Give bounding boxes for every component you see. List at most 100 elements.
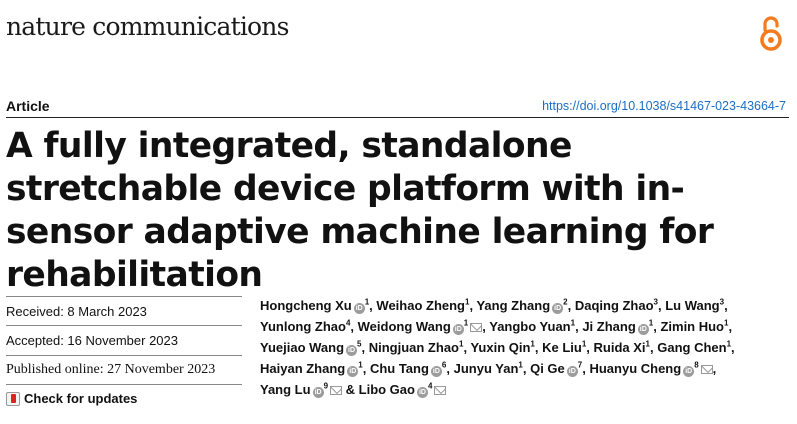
author-name[interactable]: Gang Chen1 — [657, 339, 732, 355]
orcid-icon[interactable]: iD — [353, 303, 365, 314]
check-for-updates-label: Check for updates — [24, 391, 138, 406]
author-name[interactable]: Ji Zhang iD1 — [582, 318, 654, 335]
author-name[interactable]: Huanyu Cheng iD8 — [589, 360, 713, 377]
check-for-updates-button[interactable]: Check for updates — [6, 391, 137, 406]
affiliation-number[interactable]: 1 — [518, 360, 523, 370]
received-date: Received: 8 March 2023 — [6, 304, 147, 319]
author-separator: , — [724, 298, 728, 313]
affiliation-number[interactable]: 1 — [645, 339, 650, 349]
email-icon[interactable] — [330, 386, 343, 395]
dates-divider — [6, 296, 242, 297]
author-name[interactable]: Weihao Zheng1 — [376, 297, 470, 313]
orcid-icon[interactable]: iD — [347, 366, 359, 377]
author-name[interactable]: Ruida Xi1 — [593, 339, 650, 355]
published-date: Published online: 27 November 2023 — [6, 362, 216, 377]
author-name[interactable]: Yuejiao Wang iD5 — [260, 339, 362, 356]
doi-link[interactable]: https://doi.org/10.1038/s41467-023-43664… — [542, 99, 786, 113]
affiliation-number[interactable]: 3 — [719, 297, 725, 307]
author-separator: , — [582, 361, 590, 376]
orcid-icon[interactable]: iD — [346, 345, 358, 356]
dates-divider — [6, 325, 242, 326]
orcid-icon[interactable]: iD — [566, 366, 578, 377]
author-name[interactable]: Qi Ge iD7 — [530, 360, 583, 377]
author-separator: , — [567, 298, 575, 313]
affiliation-number[interactable]: 1 — [581, 339, 587, 349]
open-access-icon — [760, 16, 782, 51]
affiliation-number[interactable]: 1 — [364, 297, 370, 307]
author-separator: , — [446, 361, 454, 376]
author-separator: , — [650, 340, 658, 355]
author-name[interactable]: Yang Lu iD9 — [260, 381, 343, 398]
affiliation-number[interactable]: 1 — [463, 318, 469, 328]
affiliation-number[interactable]: 1 — [530, 339, 535, 349]
affiliation-number[interactable]: 1 — [648, 318, 654, 328]
affiliation-number[interactable]: 1 — [726, 339, 732, 349]
check-for-updates-icon — [6, 391, 20, 406]
email-icon[interactable] — [700, 365, 713, 374]
author-separator: , — [658, 298, 666, 313]
author-name[interactable]: Lu Wang3 — [665, 297, 725, 313]
author-separator: , — [361, 340, 369, 355]
author-name[interactable]: Ningjuan Zhao1 — [368, 339, 464, 355]
author-separator: , — [463, 340, 471, 355]
affiliation-number[interactable]: 4 — [345, 318, 351, 328]
affiliation-number[interactable]: 2 — [563, 297, 568, 307]
dates-divider — [6, 384, 242, 385]
affiliation-number[interactable]: 5 — [357, 339, 362, 349]
author-separator: , — [350, 319, 358, 334]
journal-name: nature communications — [6, 12, 289, 41]
author-list: Hongcheng Xu iD1, Weihao Zheng1, Yang Zha… — [260, 295, 790, 400]
affiliation-number[interactable]: 8 — [694, 360, 699, 370]
author-separator: , — [728, 319, 733, 334]
author-name[interactable]: Ke Liu1 — [542, 339, 587, 355]
author-separator: , — [362, 361, 370, 376]
accepted-date: Accepted: 16 November 2023 — [6, 333, 178, 348]
article-type: Article — [6, 98, 50, 114]
header-divider — [6, 117, 789, 118]
affiliation-number[interactable]: 9 — [323, 381, 329, 391]
email-icon[interactable] — [470, 323, 483, 332]
author-name[interactable]: Yuxin Qin1 — [470, 339, 535, 355]
author-separator: , — [586, 340, 594, 355]
author-name[interactable]: Haiyan Zhang iD1 — [260, 360, 363, 377]
author-separator: , — [482, 319, 490, 334]
affiliation-number[interactable]: 1 — [358, 360, 363, 370]
orcid-icon[interactable]: iD — [683, 366, 695, 377]
affiliation-number[interactable]: 1 — [465, 297, 470, 307]
author-separator: , — [731, 340, 735, 355]
author-name[interactable]: Yangbo Yuan1 — [489, 318, 576, 334]
author-separator: , — [522, 361, 531, 376]
author-name[interactable]: Yunlong Zhao4 — [260, 318, 351, 334]
orcid-icon[interactable]: iD — [637, 324, 649, 335]
affiliation-number[interactable]: 7 — [577, 360, 583, 370]
orcid-icon[interactable]: iD — [552, 303, 564, 314]
author-name[interactable]: Hongcheng Xu iD1 — [260, 297, 370, 314]
author-separator: , — [469, 298, 477, 313]
orcid-icon[interactable]: iD — [416, 387, 428, 398]
author-separator: , — [369, 298, 377, 313]
orcid-icon[interactable]: iD — [452, 324, 464, 335]
author-name[interactable]: Yang Zhang iD2 — [476, 297, 568, 314]
author-name[interactable]: Junyu Yan1 — [453, 360, 523, 376]
affiliation-number[interactable]: 3 — [653, 297, 658, 307]
author-name[interactable]: Chu Tang iD6 — [369, 360, 447, 377]
affiliation-number[interactable]: 1 — [459, 339, 464, 349]
dates-divider — [6, 355, 242, 356]
affiliation-number[interactable]: 1 — [570, 318, 576, 328]
author-name[interactable]: Zimin Huo1 — [660, 318, 729, 334]
article-title: A fully integrated, standalone stretchab… — [6, 126, 714, 295]
author-name[interactable]: Daqing Zhao3 — [574, 297, 658, 313]
orcid-icon[interactable]: iD — [430, 366, 442, 377]
email-icon[interactable] — [434, 386, 447, 395]
author-separator: , — [712, 361, 717, 376]
author-separator: & — [342, 382, 359, 397]
affiliation-number[interactable]: 4 — [427, 381, 433, 391]
author-name[interactable]: Libo Gao iD4 — [359, 381, 447, 398]
author-separator: , — [575, 319, 583, 334]
affiliation-number[interactable]: 6 — [441, 360, 447, 370]
affiliation-number[interactable]: 1 — [724, 318, 729, 328]
author-name[interactable]: Weidong Wang iD1 — [358, 318, 483, 335]
author-separator: , — [653, 319, 661, 334]
author-separator: , — [534, 340, 543, 355]
orcid-icon[interactable]: iD — [312, 387, 324, 398]
